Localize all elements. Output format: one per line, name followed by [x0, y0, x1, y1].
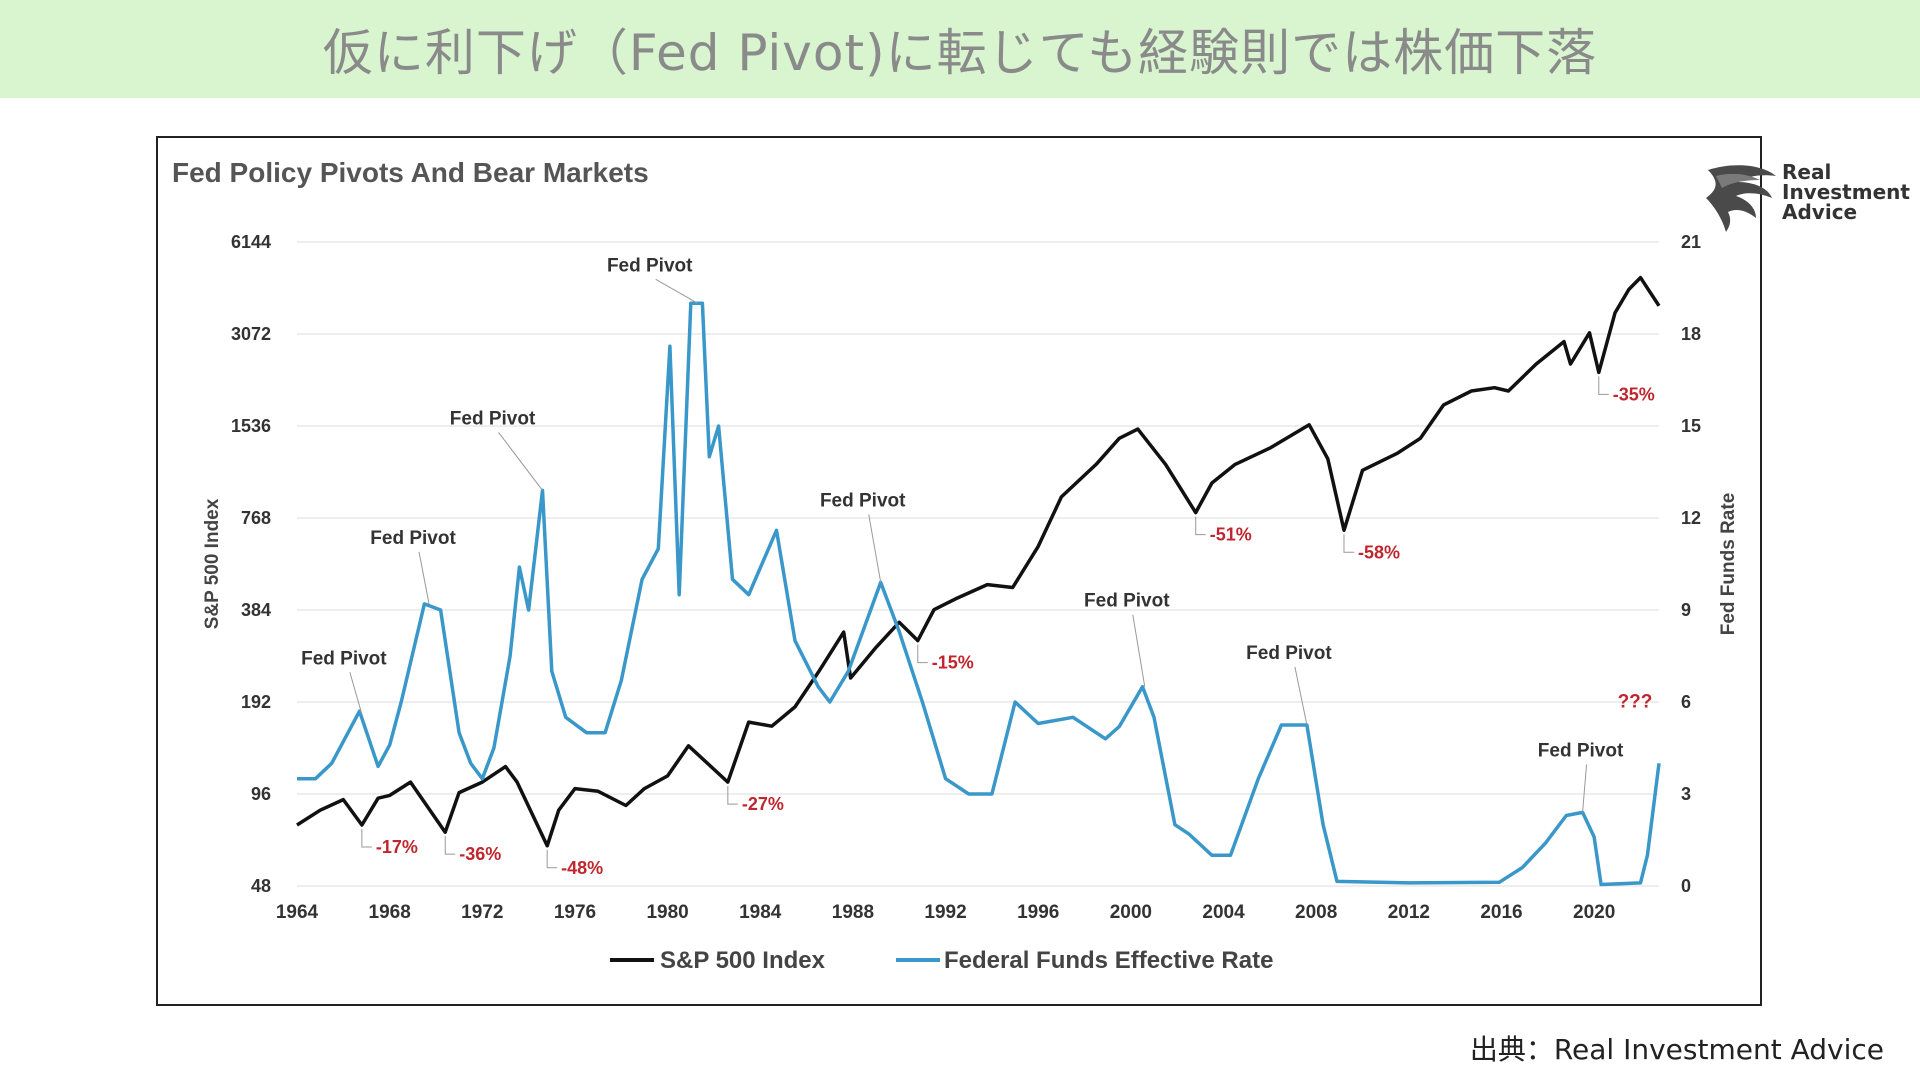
drawdown-label: -35%: [1613, 384, 1655, 404]
y-left-tick-label: 48: [251, 876, 271, 896]
legend-label-fed-rate: Federal Funds Effective Rate: [944, 947, 1273, 974]
x-tick-label: 1964: [276, 902, 319, 923]
x-tick-label: 1980: [646, 902, 688, 923]
y-left-tick-label: 3072: [231, 324, 271, 344]
x-tick-label: 1968: [369, 902, 411, 923]
y-left-tick-label: 768: [241, 508, 271, 528]
y-left-tick-label: 6144: [231, 232, 271, 252]
x-tick-label: 1972: [461, 902, 503, 923]
pivot-annotation: Fed Pivot: [1246, 643, 1332, 664]
drawdown-label: -58%: [1358, 542, 1400, 562]
logo-text: Real Investment Advice: [1782, 162, 1920, 222]
pivot-annotation: Fed Pivot: [1538, 740, 1624, 761]
chart-title: Fed Policy Pivots And Bear Markets: [172, 157, 649, 188]
annotation-leader: [1343, 534, 1354, 553]
annotation-leader: [444, 836, 456, 855]
annotation-leader: [1598, 376, 1609, 395]
drawdown-label: -17%: [376, 837, 418, 857]
annotation-leader: [1132, 614, 1146, 687]
drawdown-label: -48%: [561, 858, 603, 878]
logo-line: Real: [1782, 160, 1832, 184]
source-credit: 出典：Real Investment Advice: [1469, 1033, 1884, 1066]
x-tick-label: 1996: [1017, 902, 1059, 923]
annotation-leader: [727, 786, 738, 805]
pivot-annotation: Fed Pivot: [1084, 591, 1170, 612]
pivot-annotation: Fed Pivot: [370, 528, 456, 549]
x-tick-label: 2004: [1202, 902, 1245, 923]
y-right-tick-label: 15: [1681, 416, 1701, 436]
x-tick-label: 2008: [1295, 902, 1337, 923]
annotation-leader: [418, 551, 430, 604]
legend-label-sp500: S&P 500 Index: [660, 947, 826, 974]
y-right-tick-label: 12: [1681, 508, 1701, 528]
chart-frame: Fed Policy Pivots And Bear Markets 48 96 19…: [156, 136, 1910, 1006]
chart-svg: Fed Policy Pivots And Bear Markets489619…: [172, 157, 1739, 974]
x-tick-label: 1976: [554, 902, 596, 923]
annotation-leader: [1195, 516, 1206, 536]
x-tick-label: 2000: [1110, 902, 1152, 923]
x-tick-label: 1992: [924, 902, 966, 923]
logo: Real Investment Advice: [1542, 162, 1910, 232]
x-tick-label: 1988: [832, 902, 874, 923]
y-left-tick-label: 96: [251, 784, 271, 804]
banner-title: 仮に利下げ（Fed Pivot)に転じても経験則では株価下落: [322, 24, 1598, 82]
annotation-leader: [498, 432, 543, 491]
y-right-tick-label: 18: [1681, 324, 1701, 344]
logo-line: Advice: [1782, 200, 1858, 224]
pivot-annotation: Fed Pivot: [450, 408, 536, 429]
annotation-leader: [1294, 666, 1308, 726]
y-left-tick-label: 1536: [231, 416, 271, 436]
annotation-leader: [917, 644, 928, 664]
pivot-annotation: Fed Pivot: [820, 490, 906, 511]
pivot-annotation: Fed Pivot: [607, 255, 693, 276]
x-tick-label: 2012: [1388, 902, 1430, 923]
annotation-leader: [1582, 764, 1588, 813]
y-left-tick-label: 192: [241, 692, 271, 712]
annotation-leader: [868, 514, 882, 583]
y-left-axis-title: S&P 500 Index: [202, 498, 223, 629]
logo-line: Investment: [1782, 180, 1910, 204]
y-right-axis-title: Fed Funds Rate: [1718, 493, 1739, 636]
annotation-leader: [349, 672, 363, 715]
y-right-tick-label: 6: [1681, 692, 1691, 712]
fed-rate-line: [297, 301, 1661, 887]
drawdown-label: ???: [1618, 691, 1653, 712]
drawdown-label: -15%: [932, 653, 974, 673]
pivot-annotation: Fed Pivot: [301, 648, 387, 669]
x-tick-label: 2016: [1480, 902, 1522, 923]
title-banner: 仮に利下げ（Fed Pivot)に転じても経験則では株価下落: [0, 0, 1920, 98]
annotation-leader: [361, 829, 372, 848]
y-right-tick-label: 21: [1681, 232, 1701, 252]
drawdown-label: -27%: [742, 794, 784, 814]
y-right-tick-label: 3: [1681, 784, 1691, 804]
x-tick-label: 1984: [739, 902, 782, 923]
annotation-leader: [655, 278, 698, 304]
drawdown-label: -51%: [1210, 525, 1252, 545]
y-right-tick-label: 9: [1681, 600, 1691, 620]
y-left-tick-label: 384: [241, 600, 271, 620]
sp500-line: [296, 275, 1661, 848]
x-tick-label: 2020: [1573, 902, 1615, 923]
eagle-head-icon: [1706, 165, 1776, 232]
annotation-leader: [546, 849, 558, 869]
drawdown-label: -36%: [459, 844, 501, 864]
y-right-tick-label: 0: [1681, 876, 1691, 896]
